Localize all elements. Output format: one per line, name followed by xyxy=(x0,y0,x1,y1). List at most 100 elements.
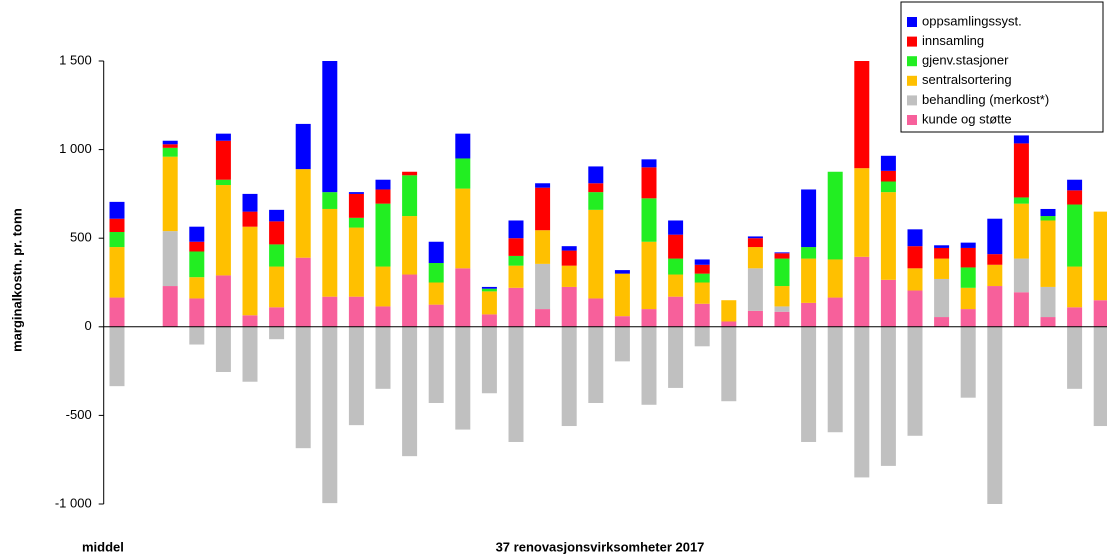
legend-label: behandling (merkost*) xyxy=(922,92,1049,107)
legend-label: gjenv.stasjoner xyxy=(922,53,1009,68)
bar-segment xyxy=(269,209,285,222)
legend-label: innsamling xyxy=(922,33,984,48)
bar-segment xyxy=(402,326,418,457)
bar-segment xyxy=(322,61,338,193)
bar-segment xyxy=(614,273,630,317)
bar-segment xyxy=(694,326,710,347)
bar-segment xyxy=(295,123,311,170)
bar-segment xyxy=(455,133,471,159)
bar-segment xyxy=(854,326,870,478)
bar-segment xyxy=(880,279,896,327)
bar-segment xyxy=(295,326,311,449)
bar-segment xyxy=(215,179,231,186)
bar-segment xyxy=(880,155,896,171)
bar-segment xyxy=(1013,197,1029,204)
bar-segment xyxy=(508,287,524,327)
bar-segment xyxy=(1040,220,1056,287)
bar-segment xyxy=(1093,326,1107,427)
bar-segment xyxy=(747,268,763,311)
y-tick-label: 1 500 xyxy=(59,52,92,67)
bar-segment xyxy=(561,286,577,327)
bar-segment xyxy=(269,244,285,267)
bar-segment xyxy=(348,217,364,228)
bar-segment xyxy=(402,216,418,275)
bar-segment xyxy=(907,229,923,247)
bar-segment xyxy=(694,303,710,327)
bar-segment xyxy=(109,201,125,219)
bar-segment xyxy=(189,241,205,252)
bar-segment xyxy=(801,326,817,442)
bar-segment xyxy=(801,189,817,248)
bar-segment xyxy=(535,309,551,327)
y-tick-label: -500 xyxy=(66,407,92,422)
bar-segment xyxy=(774,286,790,307)
bar-segment xyxy=(561,250,577,266)
bar-segment xyxy=(747,310,763,327)
bar-segment xyxy=(1093,211,1107,301)
bar-segment xyxy=(907,246,923,269)
bar-segment xyxy=(880,170,896,182)
bar-segment xyxy=(508,255,524,266)
bar-segment xyxy=(694,264,710,274)
bar-segment xyxy=(1067,204,1083,267)
bar-segment xyxy=(934,245,950,248)
bar-segment xyxy=(854,168,870,257)
bar-segment xyxy=(535,230,551,264)
bar-segment xyxy=(987,286,1003,327)
bar-segment xyxy=(455,326,471,430)
legend-swatch xyxy=(907,17,917,27)
legend-swatch xyxy=(907,56,917,67)
bar-segment xyxy=(960,309,976,327)
bar-segment xyxy=(694,282,710,304)
bar-segment xyxy=(668,234,684,259)
bar-segment xyxy=(747,238,763,248)
bar-segment xyxy=(854,256,870,327)
bar-segment xyxy=(428,304,444,327)
legend-label: oppsamlingssyst. xyxy=(922,13,1022,28)
bar-segment xyxy=(402,175,418,217)
bar-segment xyxy=(1013,143,1029,198)
bar-segment xyxy=(269,307,285,327)
bar-segment xyxy=(428,326,444,403)
bar-segment xyxy=(907,268,923,291)
bar-segment xyxy=(375,203,391,267)
bar-segment xyxy=(721,300,737,322)
bar-segment xyxy=(109,218,125,232)
bar-segment xyxy=(960,247,976,268)
bar-segment xyxy=(1013,203,1029,259)
bar-segment xyxy=(189,326,205,345)
bar-segment xyxy=(668,326,684,388)
bar-segment xyxy=(189,226,205,242)
bar-segment xyxy=(561,326,577,427)
bar-segment xyxy=(215,185,231,276)
bar-segment xyxy=(1067,190,1083,205)
bar-segment xyxy=(588,183,604,193)
legend-label: sentralsortering xyxy=(922,72,1012,87)
bar-segment xyxy=(242,226,258,316)
bar-segment xyxy=(242,193,258,212)
bar-segment xyxy=(641,167,657,199)
bar-segment xyxy=(535,183,551,188)
bar-segment xyxy=(641,198,657,242)
bar-segment xyxy=(801,258,817,303)
bar-segment xyxy=(588,326,604,403)
bar-segment xyxy=(641,241,657,310)
bar-segment xyxy=(481,291,497,315)
bar-segment xyxy=(827,326,843,433)
bar-segment xyxy=(428,282,444,305)
bar-segment xyxy=(215,133,231,141)
bar-segment xyxy=(348,227,364,297)
bar-segment xyxy=(1040,317,1056,327)
bar-segment xyxy=(215,140,231,180)
bar-segment xyxy=(668,296,684,327)
bar-segment xyxy=(774,311,790,327)
bar-segment xyxy=(508,326,524,442)
bar-segment xyxy=(880,192,896,280)
bar-segment xyxy=(322,208,338,297)
bar-segment xyxy=(455,158,471,189)
bar-segment xyxy=(934,247,950,259)
bar-segment xyxy=(455,188,471,269)
bar-segment xyxy=(481,326,497,394)
bar-segment xyxy=(694,273,710,283)
